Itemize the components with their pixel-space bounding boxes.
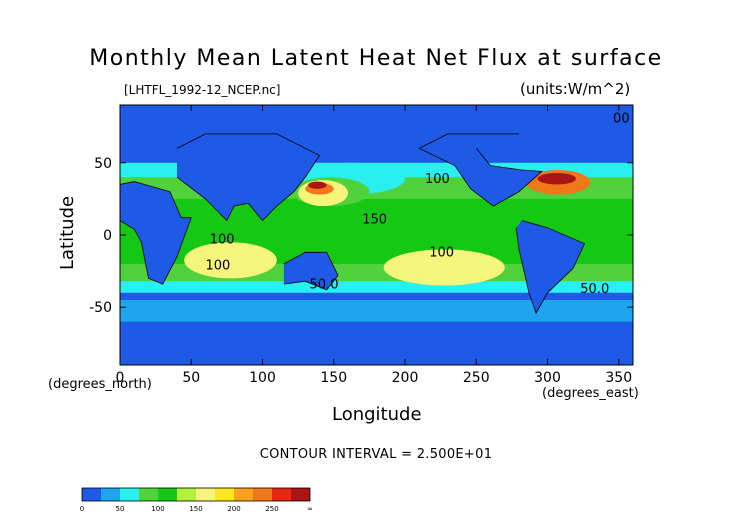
colorbar-tick-label-1: 50	[116, 505, 125, 513]
contour-label-6: 00	[613, 111, 630, 126]
colorbar-swatch-175	[215, 488, 234, 501]
colorbar-swatch-0	[82, 488, 101, 501]
colorbar-tick-label-2: 100	[151, 505, 164, 513]
colorbar-frame	[81, 487, 311, 502]
contour-label-7: 100	[425, 172, 450, 187]
colorbar-swatch-200	[234, 488, 253, 501]
x-tick-label-150: 150	[320, 370, 347, 386]
southern-mid-band	[120, 300, 633, 322]
y-tick-label-50: 50	[94, 156, 112, 172]
contour-interval-text: CONTOUR INTERVAL = 2.500E+01	[259, 447, 493, 462]
region-tropical-indian-yellow	[184, 242, 277, 279]
x-tick-label-0: 0	[116, 370, 125, 386]
colorbar-swatch-150	[196, 488, 215, 501]
colorbar-swatch-275	[291, 488, 310, 501]
source-file-label: [LHTFL_1992-12_NCEP.nc]	[124, 83, 281, 97]
southern-ocean-band	[120, 321, 633, 365]
x-tick-label-50: 50	[182, 370, 200, 386]
africa-outline	[120, 181, 192, 285]
x-tick-label-300: 300	[534, 370, 561, 386]
colorbar-swatch-225	[253, 488, 272, 501]
region-south-pacific-yellow	[383, 249, 505, 286]
colorbar-swatch-100	[158, 488, 177, 501]
colorbar-swatch-50	[120, 488, 139, 501]
region-kuroshio-red	[308, 181, 327, 189]
colorbar-swatch-25	[101, 488, 120, 501]
north-america-outline	[418, 133, 543, 207]
axes: 0 50 100 150 200 250 300 350 -50 0 50	[89, 105, 633, 386]
x-tick-label-250: 250	[463, 370, 490, 386]
contour-label-2: 150	[362, 212, 387, 227]
x-axis-label: Longitude	[332, 404, 422, 425]
colorbar: 0 50 100 150 200 250 ∞	[80, 487, 313, 513]
contour-labels: 100 100 150 100 50.0 50.0 00 100	[206, 111, 630, 296]
x-tick-label-200: 200	[392, 370, 419, 386]
region-gulf-stream-red	[537, 172, 576, 185]
continent-outlines	[120, 133, 586, 314]
x-unit-label-degrees-east: (degrees_east)	[542, 386, 639, 401]
y-tick-label--50: -50	[89, 300, 112, 316]
x-tick-label-100: 100	[249, 370, 276, 386]
colorbar-swatch-250	[272, 488, 291, 501]
eurasia-outline	[176, 133, 321, 222]
contour-label-4: 50.0	[310, 277, 339, 292]
south-america-outline	[515, 220, 586, 314]
colorbar-swatch-125	[177, 488, 196, 501]
contour-label-5: 50.0	[580, 282, 609, 297]
contour-label-3: 100	[429, 246, 454, 261]
colorbar-tick-label-0: 0	[80, 505, 84, 513]
colorbar-tick-label-3: 150	[189, 505, 202, 513]
chart-title: Monthly Mean Latent Heat Net Flux at sur…	[89, 46, 663, 71]
colorbar-tick-label-6: ∞	[307, 505, 313, 513]
x-unit-label-degrees-north: (degrees_north)	[48, 377, 152, 392]
y-tick-label-0: 0	[103, 228, 112, 244]
colorbar-tick-label-5: 250	[265, 505, 278, 513]
contour-label-1: 100	[206, 259, 231, 274]
colorbar-swatch-75	[139, 488, 158, 501]
units-label: (units:W/m^2)	[520, 80, 631, 98]
contour-label-0: 100	[210, 233, 235, 248]
australia-outline	[283, 251, 339, 291]
colorbar-tick-label-4: 200	[227, 505, 240, 513]
x-tick-label-350: 350	[605, 370, 632, 386]
